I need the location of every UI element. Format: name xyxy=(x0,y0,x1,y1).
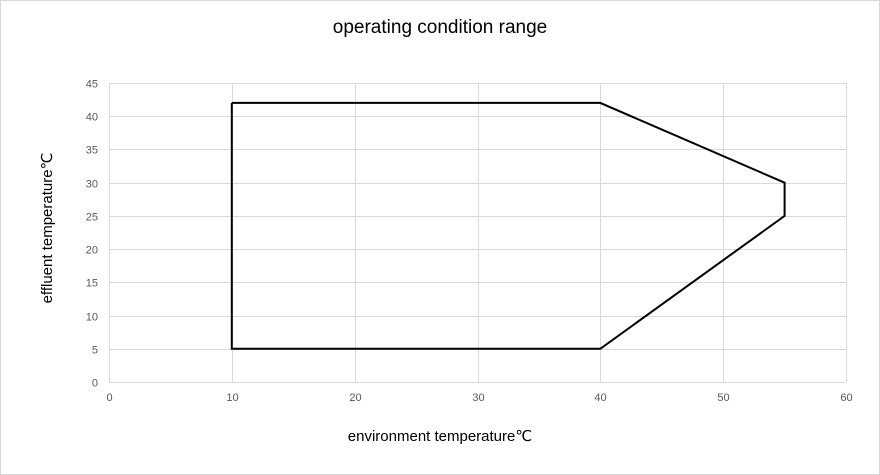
y-axis-title: effluent temperature℃ xyxy=(39,153,56,304)
x-tick-label: 0 xyxy=(106,392,112,404)
x-tick-label: 30 xyxy=(472,392,484,404)
y-tick-label: 35 xyxy=(86,145,98,157)
x-axis-title: environment temperature℃ xyxy=(348,428,532,445)
y-tick-label: 30 xyxy=(86,179,98,191)
x-tick-label: 20 xyxy=(349,392,361,404)
y-tick-label: 20 xyxy=(86,245,98,257)
x-tick-label: 60 xyxy=(840,392,852,404)
y-tick-label: 15 xyxy=(86,278,98,290)
y-tick-label: 10 xyxy=(86,312,98,324)
x-tick-label: 50 xyxy=(717,392,729,404)
y-tick-label: 45 xyxy=(86,79,98,91)
gridlines xyxy=(109,83,847,383)
y-tick-label: 25 xyxy=(86,212,98,224)
x-tick-label: 40 xyxy=(594,392,606,404)
x-tick-label: 10 xyxy=(226,392,238,404)
y-tick-label: 40 xyxy=(86,112,98,124)
tick-labels: 0 5 10 15 20 25 30 35 40 45 0 10 20 30 40 50 60 xyxy=(86,79,853,405)
series-line xyxy=(230,101,786,350)
chart-title: operating condition range xyxy=(333,17,547,38)
y-tick-label: 0 xyxy=(92,378,98,390)
y-tick-label: 5 xyxy=(92,345,98,357)
series-layer xyxy=(230,101,786,350)
